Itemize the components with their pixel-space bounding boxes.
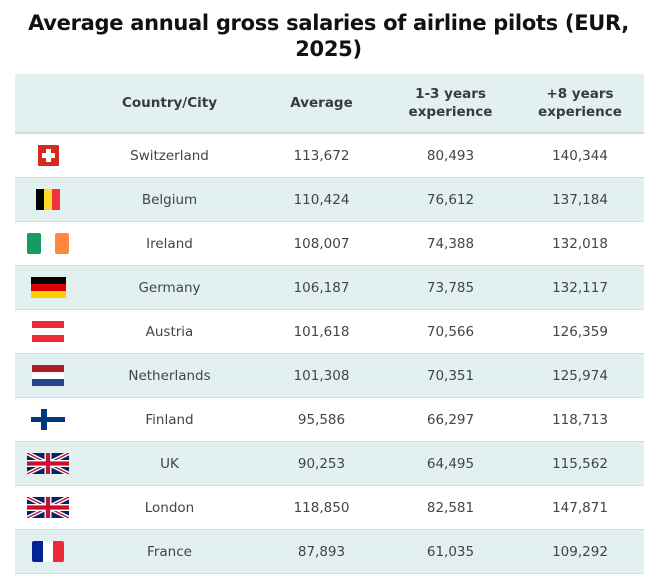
header-junior-label: 1-3 years experience [408,86,493,120]
country-cell: London [81,485,258,530]
flag-cell [15,133,81,178]
senior-cell: 118,713 [516,397,644,442]
country-cell: UK [81,441,258,486]
flag-cell [15,265,81,310]
header-senior-label: +8 years experience [538,86,622,120]
header-average: Average [258,74,385,134]
header-flag [15,74,81,134]
country-cell: Germany [81,265,258,310]
country-cell: Switzerland [81,133,258,178]
senior-cell: 137,184 [516,177,644,222]
header-senior: +8 years experience [516,74,644,134]
average-cell: 101,308 [258,353,385,398]
country-cell: France [81,529,258,574]
country-cell: Finland [81,397,258,442]
junior-cell: 66,297 [385,397,516,442]
average-cell: 106,187 [258,265,385,310]
junior-cell: 82,581 [385,485,516,530]
junior-cell: 70,351 [385,353,516,398]
junior-cell: 70,566 [385,309,516,354]
uk-flag-icon [27,453,69,474]
table-row: Germany 106,187 73,785 132,117 [15,265,644,310]
junior-cell: 73,785 [385,265,516,310]
table-row: London 118,850 82,581 147,871 [15,485,644,530]
page-title: Average annual gross salaries of airline… [28,11,629,61]
austria-flag-icon [32,321,64,342]
finland-flag-icon [31,409,65,430]
senior-cell: 147,871 [516,485,644,530]
flag-cell [15,221,81,266]
table-row: Belgium 110,424 76,612 137,184 [15,177,644,222]
table-header-row: Country/City Average 1-3 years experienc… [15,74,644,134]
flag-cell [15,309,81,354]
flag-cell [15,441,81,486]
average-cell: 108,007 [258,221,385,266]
senior-cell: 126,359 [516,309,644,354]
salary-table: Country/City Average 1-3 years experienc… [15,74,644,574]
table-row: Netherlands 101,308 70,351 125,974 [15,353,644,398]
netherlands-flag-icon [32,365,64,386]
country-cell: Netherlands [81,353,258,398]
junior-cell: 74,388 [385,221,516,266]
country-cell: Ireland [81,221,258,266]
senior-cell: 125,974 [516,353,644,398]
ireland-flag-icon [27,233,69,254]
junior-cell: 61,035 [385,529,516,574]
table-row: Finland 95,586 66,297 118,713 [15,397,644,442]
average-cell: 90,253 [258,441,385,486]
france-flag-icon [32,541,64,562]
table-row: Ireland 108,007 74,388 132,018 [15,221,644,266]
belgium-flag-icon [36,189,60,210]
average-cell: 87,893 [258,529,385,574]
junior-cell: 80,493 [385,133,516,178]
average-cell: 110,424 [258,177,385,222]
flag-cell [15,177,81,222]
header-country: Country/City [81,74,258,134]
uk-flag-icon [27,497,69,518]
flag-cell [15,485,81,530]
country-cell: Belgium [81,177,258,222]
average-cell: 95,586 [258,397,385,442]
senior-cell: 115,562 [516,441,644,486]
table-row: Austria 101,618 70,566 126,359 [15,309,644,354]
switzerland-flag-icon [37,145,59,166]
flag-cell [15,397,81,442]
country-cell: Austria [81,309,258,354]
senior-cell: 132,018 [516,221,644,266]
junior-cell: 64,495 [385,441,516,486]
header-junior: 1-3 years experience [385,74,516,134]
flag-cell [15,529,81,574]
average-cell: 118,850 [258,485,385,530]
average-cell: 113,672 [258,133,385,178]
senior-cell: 140,344 [516,133,644,178]
senior-cell: 132,117 [516,265,644,310]
senior-cell: 109,292 [516,529,644,574]
table-row: France 87,893 61,035 109,292 [15,529,644,574]
germany-flag-icon [30,277,66,298]
table-row: UK 90,253 64,495 115,562 [15,441,644,486]
flag-cell [15,353,81,398]
table-row: Switzerland 113,672 80,493 140,344 [15,133,644,178]
junior-cell: 76,612 [385,177,516,222]
average-cell: 101,618 [258,309,385,354]
